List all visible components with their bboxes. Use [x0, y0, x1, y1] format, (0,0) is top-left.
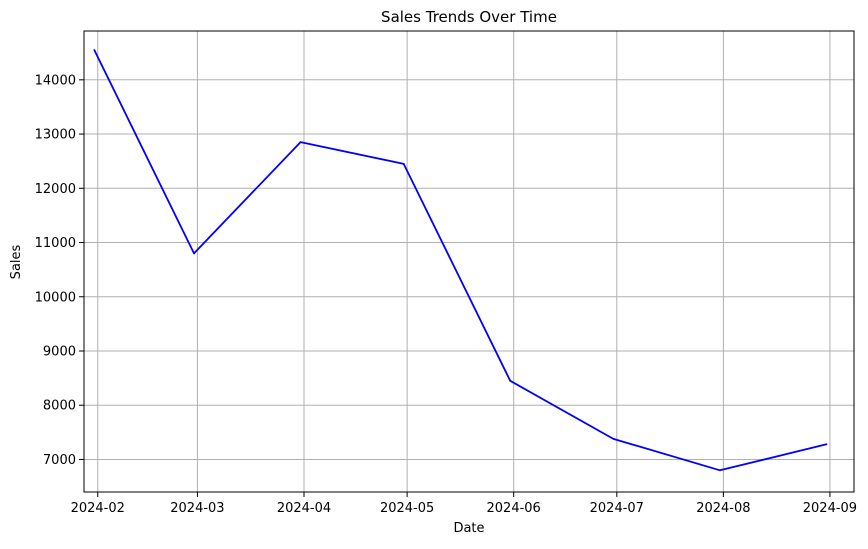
y-tick-label: 9000: [43, 344, 76, 359]
data-point: [93, 49, 96, 51]
data-point: [612, 437, 615, 440]
series-line: [93, 49, 827, 472]
x-axis-label: Date: [453, 521, 484, 536]
x-tick-label: 2024-04: [277, 501, 331, 516]
y-tick-label: 11000: [35, 236, 76, 251]
y-tick-label: 8000: [43, 399, 76, 414]
data-point: [509, 379, 512, 382]
x-tick-label: 2024-02: [71, 501, 125, 516]
y-tick-label: 7000: [43, 453, 76, 468]
y-tick-label: 13000: [35, 128, 76, 143]
y-tick-label: 14000: [35, 73, 76, 88]
x-tick-label: 2024-03: [170, 501, 224, 516]
chart-title: Sales Trends Over Time: [381, 8, 557, 26]
y-axis-label: Sales: [9, 244, 24, 279]
x-tick-label: 2024-08: [696, 501, 750, 516]
x-tick-label: 2024-07: [590, 501, 644, 516]
data-point: [402, 162, 405, 165]
plot-frame: [83, 30, 855, 493]
data-point: [719, 469, 721, 472]
y-tick-label: 10000: [35, 290, 76, 305]
grid-lines: [84, 31, 854, 492]
data-point: [825, 443, 828, 446]
series-layer: [93, 49, 828, 472]
data-point: [299, 141, 302, 144]
x-tick-label: 2024-05: [380, 501, 434, 516]
data-point: [193, 252, 195, 255]
y-tick-label: 12000: [35, 182, 76, 197]
ticks: 2024-02 2024-03 2024-04 2024-05 2024-06 2024-…: [35, 73, 857, 516]
x-tick-label: 2024-06: [487, 501, 541, 516]
x-tick-label: 2024-09: [803, 501, 857, 516]
